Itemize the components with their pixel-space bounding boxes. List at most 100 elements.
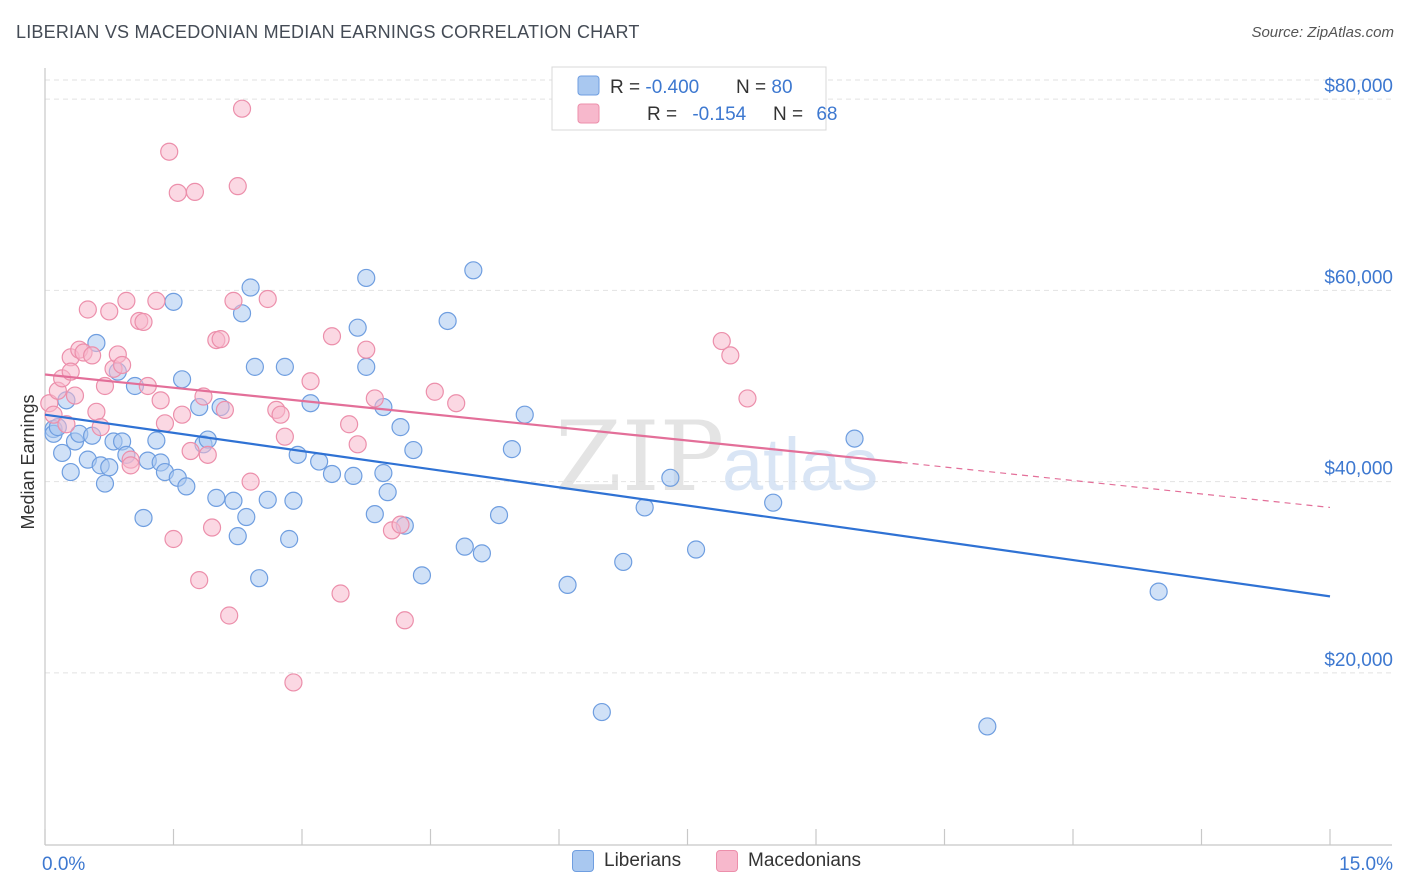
macedonian-point — [712, 331, 731, 351]
liberian-point — [515, 405, 534, 424]
macedonian-point — [117, 291, 136, 310]
macedonian-point — [322, 327, 342, 346]
liberian-point — [280, 529, 299, 549]
liberian-point — [374, 463, 393, 483]
liberian-point — [464, 261, 483, 280]
legend-n-value: 80 — [771, 77, 792, 98]
liberian-point — [322, 464, 342, 484]
y-axis-title: Median Earnings — [18, 394, 38, 529]
macedonian-point — [232, 99, 252, 118]
macedonian-point — [301, 372, 320, 391]
liberian-point — [438, 311, 457, 331]
svg-text:N = 68: N = 68 — [736, 104, 864, 125]
macedonian-point — [121, 456, 140, 475]
liberian-point — [686, 540, 706, 559]
liberian-point — [592, 702, 611, 722]
liberian-point — [661, 468, 680, 487]
svg-text:N = 80: N = 80 — [736, 77, 793, 98]
liberian-point — [978, 717, 997, 736]
liberian-point — [61, 462, 80, 482]
watermark: ZIP atlas — [555, 401, 878, 513]
macedonian-point — [391, 515, 410, 534]
points-layer — [40, 99, 1168, 736]
legend-n-label: N = — [773, 104, 808, 125]
liberian-point — [164, 292, 183, 311]
svg-text:R = -0.400: R = -0.400 — [610, 77, 699, 98]
macedonian-point — [181, 441, 200, 461]
macedonian-point — [447, 394, 466, 413]
liberian-point — [232, 304, 252, 323]
liberian-point — [228, 527, 247, 546]
macedonian-point — [211, 330, 230, 349]
macedonian-point — [331, 584, 350, 603]
liberian-point — [53, 443, 72, 463]
macedonian-point — [172, 405, 192, 424]
macedonian-point — [241, 472, 260, 491]
macedonian-point — [357, 340, 376, 359]
macedonian-point — [65, 386, 85, 405]
liberian-point — [147, 431, 166, 450]
y-tick-label: $20,000 — [1324, 650, 1393, 671]
legend-n-value: 68 — [816, 104, 837, 125]
liberian-point — [95, 474, 115, 493]
legend-swatch-macedonians — [716, 850, 738, 872]
macedonian-point — [738, 389, 757, 408]
macedonian-point — [228, 177, 247, 196]
liberian-point — [365, 505, 384, 524]
macedonian-point — [168, 183, 187, 202]
macedonian-point — [185, 182, 205, 201]
liberian-point — [258, 490, 277, 509]
legend-swatch-liberians — [577, 75, 600, 96]
liberian-point — [100, 458, 119, 477]
macedonian-point — [147, 291, 166, 310]
source-label: Source: ZipAtlas.com — [1251, 24, 1394, 41]
liberian-point — [614, 552, 633, 572]
legend-n-label: N = — [736, 77, 771, 98]
liberian-point — [344, 466, 363, 485]
liberian-point — [172, 370, 192, 389]
macedonian-point — [425, 382, 444, 401]
liberian-point — [245, 357, 264, 376]
legend-item-liberians[interactable]: Liberians — [572, 850, 681, 872]
chart-title: LIBERIAN VS MACEDONIAN MEDIAN EARNINGS C… — [16, 22, 640, 42]
liberian-point — [502, 440, 521, 459]
liberian-point — [845, 429, 864, 448]
macedonian-point — [112, 355, 132, 375]
legend-r-value: -0.154 — [692, 104, 746, 125]
grid-layer — [45, 79, 1392, 674]
liberian-point — [177, 477, 196, 496]
liberian-trend-line — [44, 413, 1331, 598]
macedonian-point — [395, 611, 414, 630]
liberian-point — [455, 537, 474, 556]
liberian-point — [404, 440, 423, 460]
macedonian-trend-extension — [901, 461, 1331, 509]
macedonian-point — [215, 400, 234, 420]
liberian-point — [391, 418, 410, 437]
liberian-point — [357, 268, 376, 288]
macedonian-point — [271, 405, 290, 424]
legend-item-macedonians[interactable]: Macedonians — [716, 850, 861, 872]
bottom-legend: Liberians Macedonians — [0, 850, 1406, 880]
legend-label-macedonians: Macedonians — [748, 850, 862, 871]
macedonian-point — [340, 415, 359, 434]
x-tick-label: 15.0% — [1339, 854, 1393, 875]
macedonian-point — [87, 402, 106, 421]
x-tick-label: 0.0% — [42, 854, 85, 875]
macedonian-point — [202, 518, 222, 537]
macedonian-point — [721, 346, 740, 365]
macedonian-point — [155, 414, 175, 433]
liberian-point — [764, 493, 783, 512]
liberian-point — [558, 575, 577, 595]
macedonian-point — [57, 415, 76, 434]
legend-swatch-liberians — [572, 850, 594, 872]
legend-r-label: R = — [647, 104, 682, 125]
liberian-point — [348, 318, 367, 337]
legend-r-value: -0.400 — [645, 77, 699, 98]
macedonian-point — [190, 571, 209, 590]
y-tick-label: $60,000 — [1324, 267, 1393, 288]
macedonian-point — [365, 389, 384, 408]
liberian-point — [275, 357, 294, 376]
legend-r-label: R = — [610, 77, 645, 98]
macedonian-point — [284, 673, 303, 692]
